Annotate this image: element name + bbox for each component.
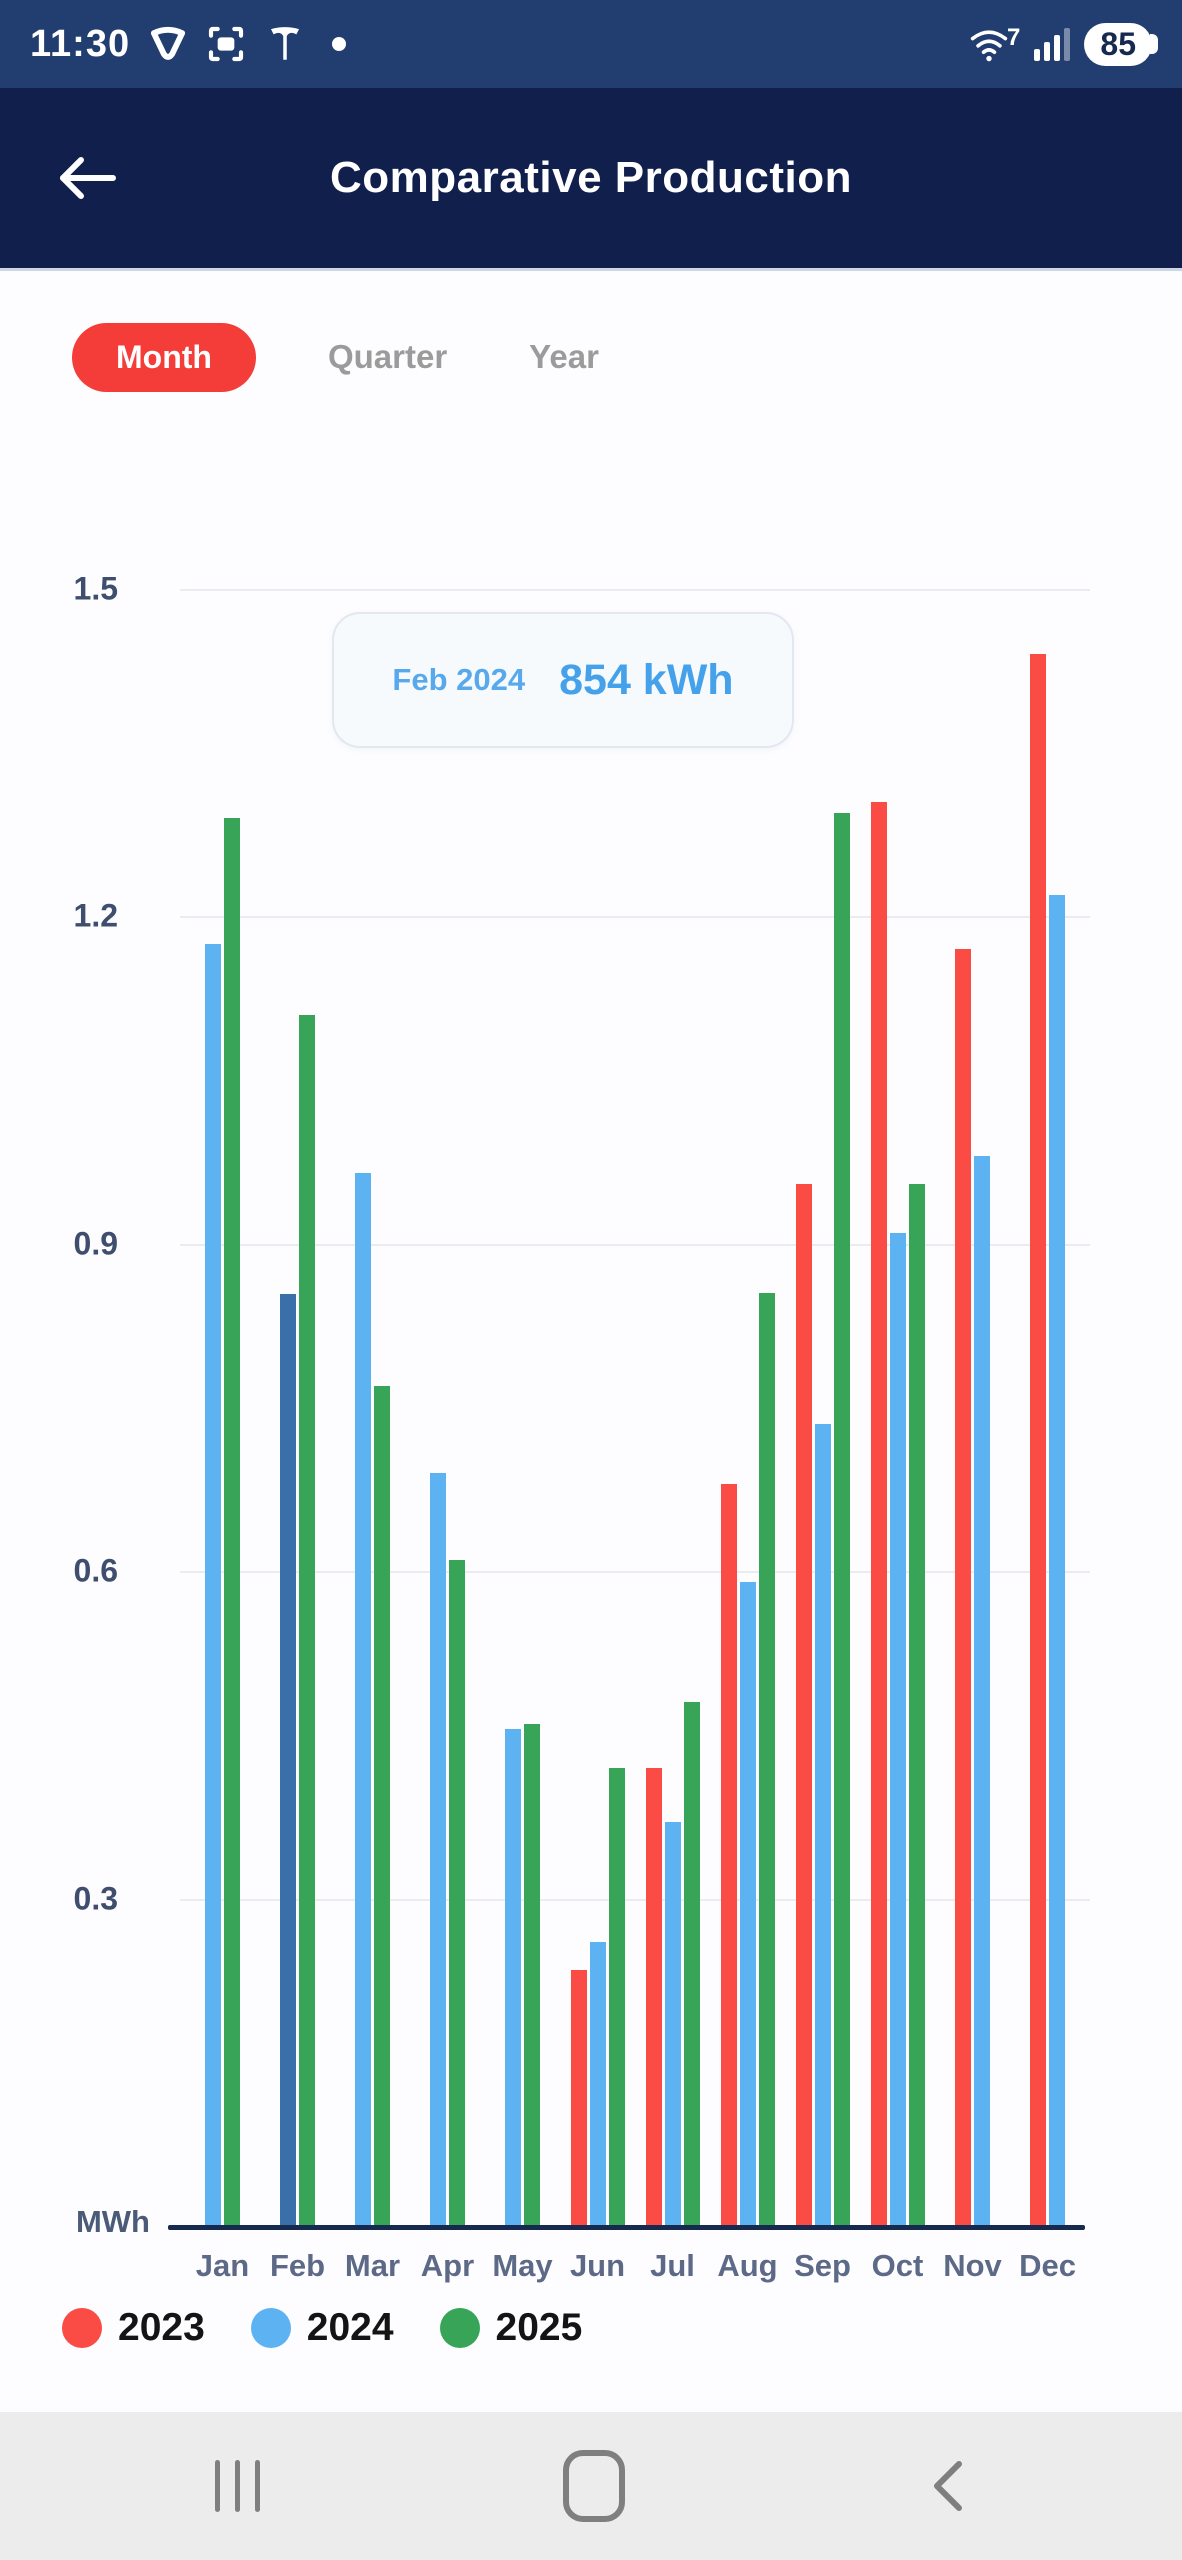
y-axis-tick-label: 0.6 — [73, 1552, 118, 1589]
tab-month[interactable]: Month — [72, 322, 256, 392]
bar-2023-Jul[interactable] — [645, 1767, 662, 2226]
tab-quarter[interactable]: Quarter — [327, 338, 448, 375]
x-axis-label-Oct: Oct — [871, 2248, 924, 2283]
x-axis-label-Mar: Mar — [344, 2248, 401, 2283]
bar-2024-May[interactable] — [505, 1729, 521, 2226]
back-arrow-icon — [60, 157, 116, 199]
battery-indicator: 85 — [1084, 22, 1152, 66]
bar-2024-Dec[interactable] — [1049, 894, 1065, 2226]
screenshot-icon — [206, 24, 246, 64]
nav-back-button[interactable] — [927, 2458, 967, 2514]
bar-2025-Jun[interactable] — [608, 1767, 625, 2226]
bar-2024-Feb[interactable] — [280, 1294, 296, 2226]
legend-label: 2025 — [495, 2306, 583, 2349]
x-axis-label-Jun: Jun — [569, 2248, 626, 2283]
wifi-badge: 7 — [1007, 24, 1021, 51]
bar-2025-Mar[interactable] — [374, 1385, 390, 2226]
recents-button[interactable] — [215, 2460, 260, 2512]
bar-2025-Sep[interactable] — [833, 812, 850, 2226]
android-nav-bar — [0, 2412, 1182, 2560]
y-axis-tick-label: 1.5 — [73, 570, 118, 607]
home-button[interactable] — [562, 2450, 625, 2522]
bar-2025-Jul[interactable] — [683, 1702, 700, 2226]
y-axis-tick-label: 1.2 — [73, 897, 118, 934]
x-axis-label-Jan: Jan — [195, 2248, 250, 2283]
bar-2024-Nov[interactable] — [974, 1156, 990, 2226]
chart-legend: 2023 2024 2025 — [62, 2306, 582, 2350]
y-axis-tick-label: 0.9 — [73, 1225, 118, 1262]
period-tabs: Month Quarter Year — [72, 322, 609, 392]
tesla-app-icon — [264, 23, 306, 65]
legend-label: 2023 — [118, 2306, 205, 2349]
bar-2023-Sep[interactable] — [795, 1183, 812, 2226]
grid-line — [180, 589, 1090, 591]
bar-2024-Aug[interactable] — [739, 1582, 756, 2226]
bar-2024-Apr[interactable] — [430, 1472, 446, 2226]
page-title: Comparative Production — [330, 153, 852, 202]
grid-line — [180, 1571, 1090, 1574]
bar-2024-Oct[interactable] — [889, 1232, 906, 2226]
legend-item-2023[interactable]: 2023 — [62, 2306, 205, 2350]
tooltip-value: 854 kWh — [559, 655, 734, 704]
bar-2023-Nov[interactable] — [955, 949, 971, 2226]
bar-2025-Aug[interactable] — [758, 1292, 775, 2226]
bar-2023-Oct[interactable] — [870, 801, 887, 2226]
chart-tooltip: Feb 2024 854 kWh — [332, 612, 794, 748]
back-button[interactable] — [52, 148, 122, 208]
y-axis-tick-label: 0.3 — [73, 1880, 118, 1917]
signal-bars-icon — [1034, 27, 1071, 61]
legend-item-2024[interactable]: 2024 — [250, 2306, 394, 2350]
x-axis-label-May: May — [492, 2248, 553, 2283]
bar-2023-Jun[interactable] — [570, 1969, 587, 2226]
grid-line — [180, 1898, 1090, 1901]
tab-year[interactable]: Year — [529, 338, 599, 375]
bar-2023-Dec[interactable] — [1030, 654, 1046, 2226]
x-axis-line — [168, 2225, 1085, 2230]
x-axis-label-Feb: Feb — [269, 2248, 326, 2283]
bar-2024-Jul[interactable] — [664, 1822, 681, 2226]
x-axis-label-Apr: Apr — [420, 2248, 475, 2283]
legend-dot-2023 — [62, 2308, 102, 2348]
notification-dot-icon — [332, 37, 347, 51]
bar-2024-Jan[interactable] — [205, 943, 221, 2226]
y-axis-unit-label: MWh — [75, 2204, 150, 2239]
status-bar: 11:30 7 — [0, 0, 1182, 88]
x-axis-label-Nov: Nov — [943, 2248, 1002, 2283]
bar-2025-Jan[interactable] — [224, 818, 240, 2226]
grid-line — [180, 916, 1090, 919]
legend-label: 2024 — [306, 2306, 394, 2349]
legend-dot-2024 — [250, 2308, 291, 2348]
vpn-shield-icon — [148, 24, 188, 64]
bar-2025-Apr[interactable] — [449, 1560, 465, 2226]
tooltip-period: Feb 2024 — [392, 662, 526, 697]
grid-line — [180, 1243, 1090, 1246]
bar-2024-Jun[interactable] — [589, 1942, 606, 2226]
x-axis-label-Jul: Jul — [650, 2248, 695, 2283]
bar-2025-Feb[interactable] — [299, 1014, 315, 2226]
clock: 11:30 — [30, 22, 131, 65]
bar-2025-May[interactable] — [524, 1723, 540, 2226]
legend-item-2025[interactable]: 2025 — [439, 2306, 583, 2350]
x-axis-label-Aug: Aug — [717, 2248, 778, 2283]
bar-2025-Oct[interactable] — [908, 1183, 925, 2226]
bar-2024-Mar[interactable] — [355, 1172, 371, 2226]
x-axis-label-Dec: Dec — [1019, 2248, 1076, 2283]
legend-dot-2025 — [439, 2308, 480, 2348]
bar-2024-Sep[interactable] — [814, 1423, 831, 2226]
bar-2023-Aug[interactable] — [720, 1483, 737, 2226]
app-header: Comparative Production — [0, 88, 1182, 271]
x-axis-label-Sep: Sep — [794, 2248, 851, 2283]
wifi-icon: 7 — [967, 24, 1020, 64]
